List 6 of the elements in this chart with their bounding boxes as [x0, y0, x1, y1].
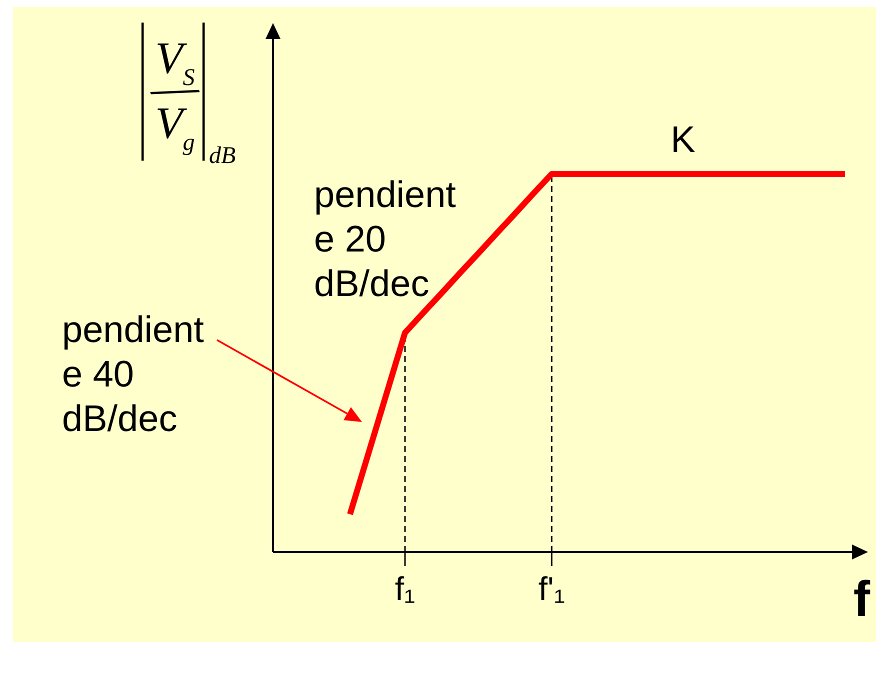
annotation: K [670, 119, 696, 160]
text: pendient e 40 dB/dec [62, 309, 205, 439]
annotation: pendient e 20 dB/dec [314, 174, 457, 304]
x-axis-title: f [853, 571, 870, 627]
x-tick-label: f₁ [394, 570, 416, 607]
x-tick-label: f'₁ [538, 570, 565, 607]
